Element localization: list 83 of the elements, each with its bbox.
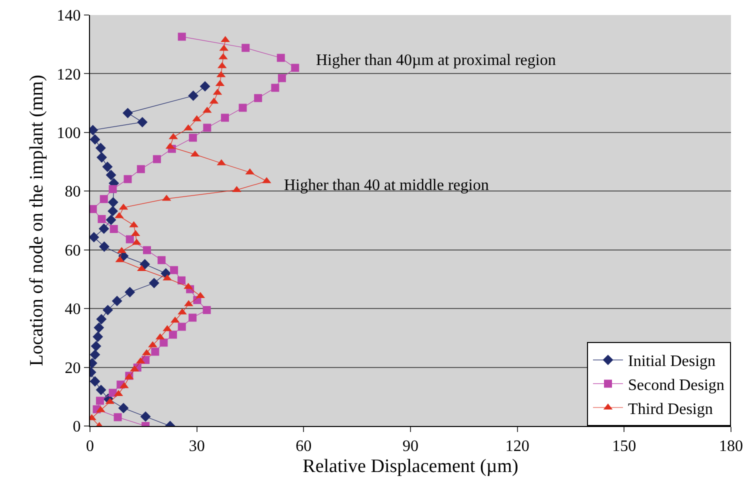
point bbox=[90, 205, 97, 214]
point bbox=[188, 314, 197, 322]
point bbox=[90, 340, 102, 352]
x-tick-label: 180 bbox=[719, 438, 743, 456]
point bbox=[220, 114, 229, 122]
point bbox=[98, 215, 106, 224]
point bbox=[124, 286, 136, 298]
point bbox=[95, 142, 106, 154]
y-tick-label: 120 bbox=[56, 66, 81, 84]
legend-label: Second Design bbox=[628, 376, 724, 394]
point bbox=[99, 241, 110, 252]
point bbox=[108, 206, 118, 216]
point bbox=[96, 152, 107, 163]
point bbox=[90, 349, 100, 360]
point bbox=[140, 259, 150, 270]
point bbox=[96, 396, 104, 405]
legend-label: Third Design bbox=[628, 400, 713, 418]
point bbox=[142, 246, 151, 254]
x-axis-title: Relative Displacement (µm) bbox=[302, 456, 518, 477]
y-tick-label: 20 bbox=[64, 360, 81, 377]
point bbox=[92, 332, 104, 342]
point bbox=[140, 411, 151, 422]
point bbox=[151, 348, 160, 356]
point bbox=[110, 225, 118, 234]
point bbox=[96, 314, 107, 324]
point bbox=[170, 266, 178, 274]
point bbox=[178, 32, 186, 41]
point bbox=[178, 276, 186, 284]
point bbox=[178, 322, 186, 331]
y-tick-label: 60 bbox=[64, 242, 81, 260]
point bbox=[136, 165, 145, 174]
point bbox=[112, 296, 122, 306]
point bbox=[278, 74, 286, 82]
point bbox=[291, 64, 300, 72]
y-tick-label: 0 bbox=[72, 418, 81, 436]
x-tick-label: 30 bbox=[188, 438, 205, 456]
point bbox=[96, 384, 106, 396]
point bbox=[126, 235, 134, 244]
point bbox=[108, 185, 117, 194]
point bbox=[108, 197, 118, 208]
y-tick-label: 40 bbox=[64, 301, 81, 318]
point bbox=[98, 224, 110, 234]
point bbox=[188, 90, 198, 101]
point bbox=[114, 413, 122, 422]
annotation: Higher than 40 at middle region bbox=[284, 177, 489, 194]
point bbox=[276, 54, 285, 62]
point bbox=[188, 134, 197, 142]
x-tick-label: 0 bbox=[86, 438, 94, 456]
point bbox=[122, 108, 133, 118]
point bbox=[90, 376, 100, 387]
legend-label: Initial Design bbox=[628, 353, 716, 370]
point bbox=[100, 195, 108, 204]
point bbox=[118, 402, 129, 414]
y-tick-label: 140 bbox=[56, 8, 81, 25]
x-tick-label: 150 bbox=[612, 438, 636, 456]
x-tick-label: 60 bbox=[296, 438, 312, 456]
point bbox=[106, 170, 116, 180]
y-axis-title: Location of node on the implant (mm) bbox=[26, 74, 48, 366]
point bbox=[168, 330, 177, 339]
point bbox=[200, 81, 210, 92]
annotation: Higher than 40µm at proximal region bbox=[316, 52, 556, 69]
point bbox=[202, 306, 211, 314]
point bbox=[90, 134, 100, 145]
point bbox=[90, 232, 100, 242]
point bbox=[94, 322, 104, 333]
y-tick-label: 100 bbox=[56, 125, 81, 142]
point bbox=[137, 116, 148, 128]
point bbox=[102, 304, 114, 316]
point bbox=[152, 155, 161, 164]
point bbox=[106, 214, 116, 226]
point bbox=[254, 94, 262, 102]
point bbox=[124, 175, 132, 184]
x-tick-label: 90 bbox=[402, 438, 418, 456]
point bbox=[102, 162, 113, 172]
point bbox=[242, 44, 250, 52]
point bbox=[271, 84, 280, 92]
point bbox=[160, 338, 168, 347]
y-tick-label: 80 bbox=[64, 184, 81, 201]
point bbox=[203, 124, 212, 132]
point bbox=[238, 104, 247, 112]
x-tick-label: 120 bbox=[505, 438, 530, 456]
point bbox=[148, 278, 160, 288]
point bbox=[158, 256, 166, 264]
